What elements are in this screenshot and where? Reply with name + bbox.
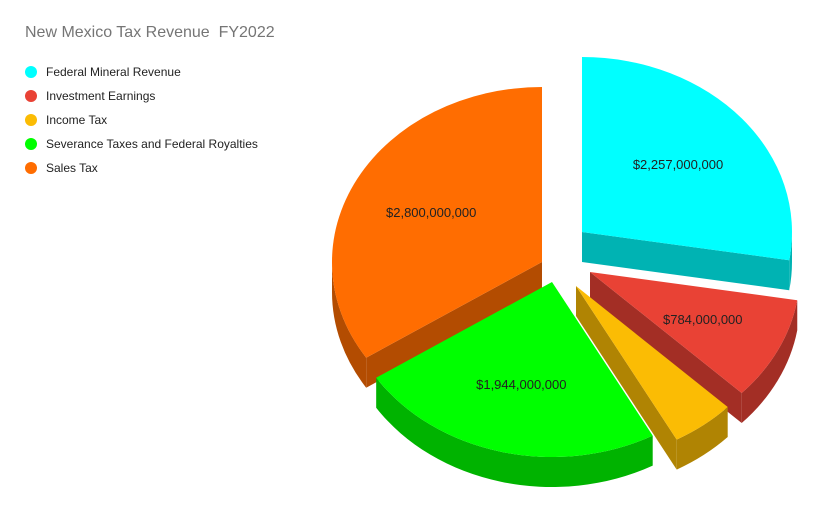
legend-label: Severance Taxes and Federal Royalties (46, 137, 258, 151)
pie-slice-sales-tax[interactable] (332, 86, 542, 358)
pie-labels: $2,257,000,000 $784,000,000 $1,944,000,000… (386, 157, 743, 392)
chart-title: New Mexico Tax Revenue FY2022 (25, 24, 275, 41)
pie-slice-federal-mineral-revenue[interactable] (582, 57, 792, 261)
pie-side-income-tax (576, 286, 677, 470)
pie-slice-investment-earnings[interactable] (590, 272, 798, 394)
pie-side-severance-taxes-and-federal-royalties (376, 377, 653, 487)
pie-tops (332, 57, 798, 457)
legend-item-federal-mineral-revenue[interactable]: Federal Mineral Revenue (25, 60, 258, 84)
pie-side-income-tax (676, 407, 728, 470)
pie-sides (332, 232, 798, 487)
legend-swatch (25, 138, 37, 150)
legend-swatch (25, 114, 37, 126)
pie-side-investment-earnings (741, 300, 798, 424)
pie-side-sales-tax (366, 262, 542, 388)
pie-data-label: $784,000,000 (663, 312, 743, 327)
pie-side-investment-earnings (590, 272, 742, 424)
legend-item-income-tax[interactable]: Income Tax (25, 108, 258, 132)
pie-side-federal-mineral-revenue (789, 232, 792, 291)
pie-data-label: $2,257,000,000 (633, 157, 723, 172)
pie-data-label: $2,800,000,000 (386, 205, 476, 220)
legend-label: Income Tax (46, 113, 108, 127)
legend-label: Investment Earnings (46, 89, 156, 103)
legend-item-investment-earnings[interactable]: Investment Earnings (25, 84, 258, 108)
legend-item-severance-taxes[interactable]: Severance Taxes and Federal Royalties (25, 132, 258, 156)
pie-slice-severance-taxes-and-federal-royalties[interactable] (376, 282, 653, 457)
pie-slice-income-tax[interactable] (576, 286, 728, 440)
pie-side-sales-tax (332, 262, 367, 388)
legend-swatch (25, 66, 37, 78)
legend-swatch (25, 90, 37, 102)
legend-swatch (25, 162, 37, 174)
legend-label: Sales Tax (46, 161, 98, 175)
legend: Federal Mineral Revenue Investment Earni… (25, 60, 258, 180)
pie-data-label: $1,944,000,000 (476, 377, 566, 392)
legend-label: Federal Mineral Revenue (46, 65, 181, 79)
legend-item-sales-tax[interactable]: Sales Tax (25, 156, 258, 180)
pie-side-federal-mineral-revenue (582, 232, 790, 291)
